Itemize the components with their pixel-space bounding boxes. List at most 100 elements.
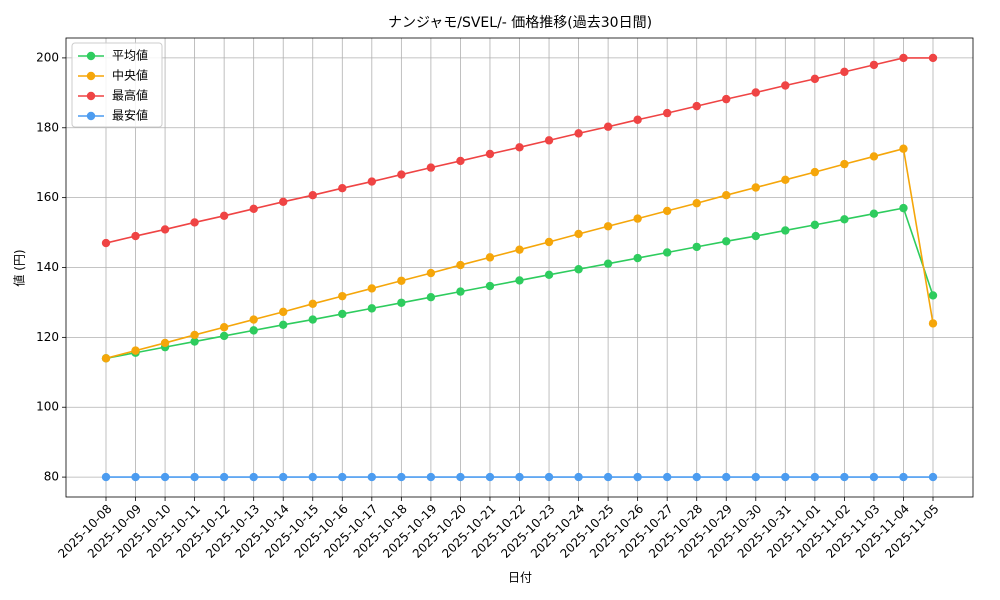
data-point: [367, 304, 377, 313]
data-point: [781, 81, 790, 90]
data-point: [160, 225, 170, 234]
data-point: [426, 268, 436, 278]
data-point: [869, 60, 879, 70]
data-point: [190, 330, 199, 340]
data-point: [810, 220, 820, 230]
data-point: [456, 156, 465, 166]
data-point: [810, 74, 820, 84]
data-point: [869, 472, 879, 482]
data-point: [101, 354, 111, 363]
legend-box: [71, 42, 163, 128]
data-point: [249, 326, 258, 335]
y-tick-label: 120: [36, 330, 59, 344]
data-point: [662, 472, 672, 482]
data-point: [840, 159, 849, 169]
data-point: [662, 206, 672, 216]
data-point: [692, 242, 701, 252]
data-point: [308, 190, 317, 200]
data-point: [515, 472, 524, 482]
data-point: [810, 472, 820, 482]
data-point: [279, 320, 288, 329]
data-point: [367, 177, 377, 186]
data-point: [131, 231, 140, 241]
y-tick-label: 180: [36, 120, 59, 134]
data-point: [692, 101, 701, 111]
data-point: [131, 346, 140, 355]
data-point: [426, 292, 436, 302]
data-point: [662, 108, 672, 118]
data-point: [603, 222, 613, 231]
data-point: [101, 472, 111, 482]
data-point: [662, 248, 672, 257]
data-point: [249, 315, 258, 324]
data-point: [869, 209, 879, 218]
data-point: [249, 204, 258, 214]
y-tick-label: 200: [36, 50, 59, 64]
legend-marker: [86, 51, 96, 61]
x-axis-label: 日付: [508, 571, 532, 585]
legend-label: 最安値: [112, 108, 148, 123]
data-point: [456, 287, 465, 296]
data-point: [456, 472, 465, 482]
data-point: [899, 144, 908, 153]
data-point: [485, 281, 495, 291]
data-point: [367, 284, 377, 293]
data-point: [485, 149, 495, 159]
data-point: [692, 199, 701, 208]
data-point: [722, 190, 731, 200]
data-point: [899, 53, 908, 63]
legend-label: 平均値: [112, 48, 148, 63]
data-point: [840, 67, 849, 77]
data-point: [574, 472, 583, 482]
data-point: [899, 472, 908, 482]
data-point: [426, 472, 436, 482]
data-point: [397, 298, 406, 307]
data-point: [397, 276, 406, 285]
data-point: [279, 307, 288, 317]
y-tick-label: 80: [44, 470, 59, 484]
y-tick-label: 160: [36, 190, 59, 204]
data-point: [190, 337, 199, 346]
data-point: [219, 472, 229, 482]
chart-title: ナンジャモ/SVEL/- 価格推移(過去30日間): [388, 15, 652, 31]
data-point: [515, 245, 524, 254]
legend-label: 最高値: [112, 88, 148, 103]
data-point: [219, 323, 229, 332]
data-point: [722, 472, 731, 482]
data-point: [219, 211, 229, 221]
data-point: [515, 143, 524, 152]
data-point: [899, 203, 908, 213]
data-point: [840, 215, 849, 224]
data-point: [633, 214, 642, 223]
data-point: [751, 183, 760, 192]
data-point: [308, 299, 317, 309]
data-point: [308, 472, 317, 482]
data-point: [131, 472, 140, 482]
data-point: [544, 136, 554, 145]
data-point: [603, 259, 613, 268]
data-point: [544, 237, 554, 247]
data-point: [633, 115, 642, 124]
data-point: [633, 253, 642, 263]
data-point: [781, 175, 790, 185]
data-point: [810, 167, 820, 177]
data-point: [751, 88, 760, 97]
data-point: [338, 309, 347, 319]
data-point: [603, 122, 613, 131]
data-point: [249, 472, 258, 482]
data-point: [840, 472, 849, 482]
data-point: [338, 472, 347, 482]
data-point: [485, 472, 495, 482]
data-point: [751, 472, 760, 482]
data-point: [603, 472, 613, 482]
data-point: [101, 238, 111, 248]
y-tick-label: 140: [36, 260, 59, 274]
data-point: [190, 472, 199, 482]
data-point: [160, 472, 170, 482]
data-point: [928, 291, 938, 300]
data-point: [308, 315, 317, 324]
data-point: [485, 253, 495, 262]
data-point: [279, 197, 288, 207]
y-axis-label: 値 (円): [12, 249, 27, 286]
